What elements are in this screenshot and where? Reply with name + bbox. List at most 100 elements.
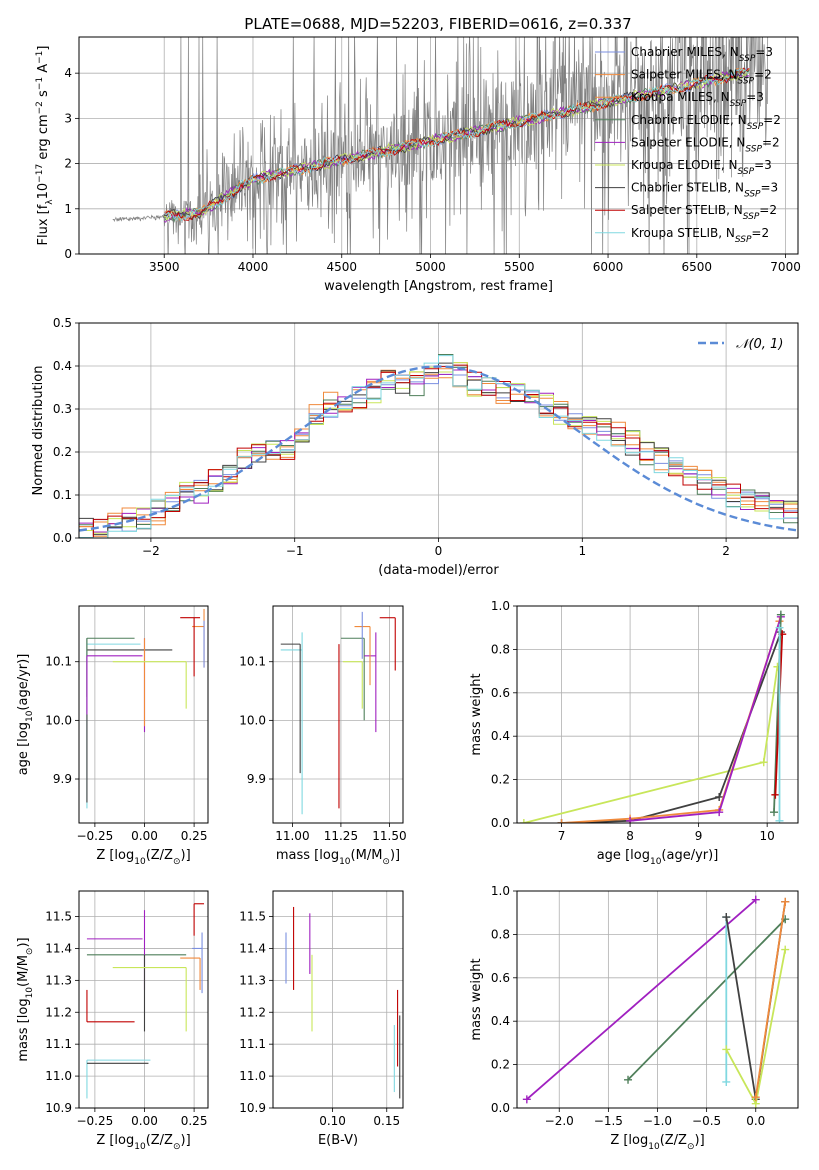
x-tick-label: 10 [760, 829, 775, 843]
x-tick-label: 0.00 [131, 829, 158, 843]
massweight-marker [781, 945, 790, 954]
x-tick-label: 11.50 [372, 829, 406, 843]
panel-residuals: −2 −1 0 1 2 0.0 0.1 0.2 0.3 0.4 0.5 (data-model)/er… [31, 316, 799, 578]
x-tick-label: 9 [695, 829, 703, 843]
y-tick-label: 11.5 [45, 910, 72, 924]
plot-area [79, 606, 208, 823]
legend-label: Kroupa MILES, NSSP=3 [631, 90, 764, 109]
x-tick-label: 0.15 [373, 1114, 400, 1128]
x-axis-label: age [log10(age/yr)] [597, 848, 719, 867]
legend-label: Kroupa STELIB, NSSP=2 [631, 226, 769, 245]
y-tick-label: 11.4 [45, 941, 72, 955]
x-axis-label: wavelength [Angstrom, rest frame] [324, 279, 553, 294]
x-tick-label: −1.0 [643, 1114, 672, 1128]
y-tick-label: 0.2 [491, 1058, 510, 1072]
x-tick-label: 5000 [415, 260, 446, 274]
y-tick-label: 11.5 [239, 910, 266, 924]
axes-frame [272, 890, 404, 1109]
y-tick-label: 3 [64, 111, 72, 125]
y-tick-label: 11.0 [239, 1069, 266, 1083]
massweight-marker [776, 610, 785, 619]
y-tick-label: 0.6 [491, 686, 510, 700]
x-axis-label: E(B-V) [318, 1133, 358, 1148]
massweight-marker [519, 819, 528, 823]
x-tick-label: 7 [558, 829, 566, 843]
legend-label: Kroupa ELODIE, NSSP=3 [631, 158, 772, 177]
axes-frame [78, 36, 799, 255]
plot-area [79, 37, 798, 254]
x-tick-label: 11.00 [275, 829, 309, 843]
errorbar-point [193, 903, 205, 936]
x-tick-label: −1.5 [594, 1114, 623, 1128]
y-tick-label: 0.2 [53, 445, 72, 459]
x-tick-label: 0 [435, 544, 443, 558]
x-tick-label: 2 [722, 544, 730, 558]
y-tick-label: 0.0 [53, 531, 72, 545]
y-tick-label: 0 [64, 247, 72, 261]
x-tick-label: 0.10 [319, 1114, 346, 1128]
y-tick-label: 11.1 [239, 1037, 266, 1051]
x-axis-label: Z [log10(Z/Z⊙)] [96, 1133, 190, 1152]
gaussian-curve [79, 365, 798, 532]
y-tick-label: 11.1 [45, 1037, 72, 1051]
panel-massweight-Z: −2.0 −1.5 −1.0 −0.5 0.0 0.0 0.2 0.4 0.6 0.8 1.0 Z [… [469, 884, 799, 1152]
axes-frame [272, 605, 404, 824]
massweight-line [561, 631, 782, 823]
legend-spectrum: Chabrier MILES, NSSP=3 Salpeter MILES, NS… [595, 45, 781, 245]
massweight-marker [775, 816, 784, 823]
massweight-marker [751, 1093, 760, 1102]
model-line [164, 69, 750, 221]
y-tick-label: 0.0 [491, 816, 510, 830]
plot-area [79, 891, 208, 1108]
errorbar-point [112, 661, 187, 709]
massweight-marker [715, 792, 724, 801]
x-tick-label: −2 [142, 544, 160, 558]
x-axis-label: Z [log10(Z/Z⊙)] [96, 848, 190, 867]
x-tick-label: 0.0 [746, 1114, 765, 1128]
panel-massweight-age: 7 8 9 10 0.0 0.2 0.4 0.6 0.8 1.0 age [log10(age/yr… [469, 599, 799, 867]
x-axis-label: mass [log10(M/M⊙)] [276, 848, 400, 867]
errorbar-point [342, 661, 363, 709]
x-tick-label: 0.25 [181, 829, 208, 843]
y-axis-label: age [log10(age/yr)] [16, 654, 35, 776]
y-tick-label: 10.9 [45, 1101, 72, 1115]
panel-mass-Z: −0.25 0.00 0.25 10.9 11.0 11.1 11.2 11.3 11.4 11.… [16, 890, 209, 1152]
y-axis-label: mass weight [469, 958, 484, 1040]
y-tick-label: 10.0 [239, 713, 266, 727]
x-tick-label: −2.0 [545, 1114, 574, 1128]
histogram-step [79, 369, 798, 533]
y-tick-label: 11.2 [239, 1005, 266, 1019]
y-tick-label: 0.8 [491, 642, 510, 656]
panel-age-mass: 11.00 11.25 11.50 9.9 10.0 10.1 mass [log10(M/… [239, 605, 407, 867]
y-axis-label: Normed distribution [31, 366, 46, 496]
y-tick-label: 0.1 [53, 488, 72, 502]
legend-label: Chabrier STELIB, NSSP=3 [631, 181, 778, 200]
y-tick-label: 10.9 [239, 1101, 266, 1115]
x-tick-label: 1 [578, 544, 586, 558]
errorbar-point [112, 967, 187, 1032]
y-tick-label: 11.3 [45, 973, 72, 987]
x-tick-label: 3500 [149, 260, 180, 274]
y-tick-label: 11.3 [239, 973, 266, 987]
x-tick-label: 0.25 [181, 1114, 208, 1128]
model-line [163, 71, 750, 223]
massweight-marker [751, 895, 760, 904]
x-tick-label: 4500 [326, 260, 357, 274]
x-axis-label: (data-model)/error [378, 563, 499, 578]
y-tick-label: 1.0 [491, 599, 510, 613]
y-tick-label: 0.8 [491, 927, 510, 941]
massweight-marker [624, 1075, 633, 1084]
massweight-marker [715, 808, 724, 817]
panel-mass-ebv: 0.10 0.15 10.9 11.0 11.1 11.2 11.3 11.4 11.5 E(B-… [239, 890, 404, 1148]
massweight-line [754, 901, 787, 1098]
y-tick-label: 1 [64, 202, 72, 216]
y-tick-label: 0.4 [53, 359, 72, 373]
massweight-marker [522, 1095, 531, 1104]
y-tick-label: 0.3 [53, 402, 72, 416]
errorbar-point [280, 632, 303, 815]
y-axis-label: mass [log10(M/M⊙)] [16, 937, 35, 1061]
axes-frame [78, 605, 209, 824]
y-tick-label: 0.0 [491, 1101, 510, 1115]
axes-frame [516, 605, 799, 824]
y-tick-label: 4 [64, 66, 72, 80]
